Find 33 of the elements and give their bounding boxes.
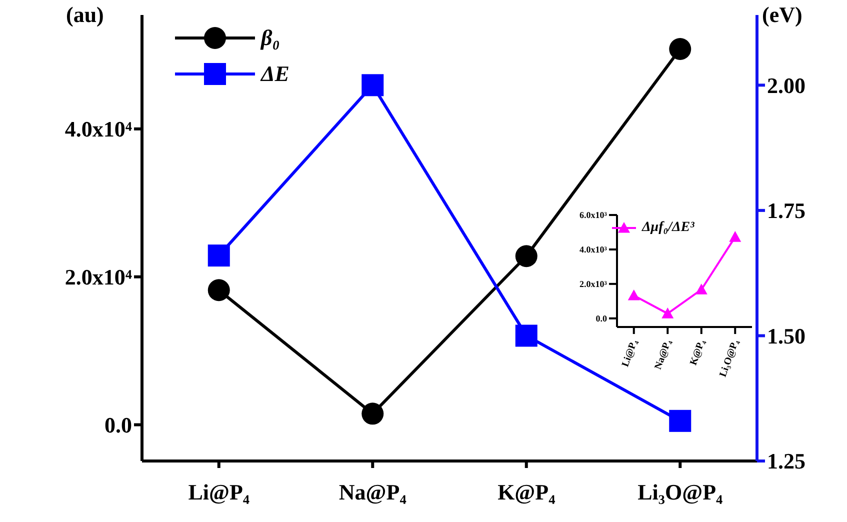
- y-tick-label: 6.0x10³: [580, 210, 608, 220]
- point: [515, 324, 538, 347]
- point: [669, 410, 692, 432]
- point: [208, 279, 230, 302]
- x-tick-label: K@P₄: [688, 338, 708, 367]
- y-tick-label: 0.0: [596, 314, 608, 324]
- legend-label: Δμf₀/ΔE³: [642, 220, 694, 236]
- y2-tick-label: 1.75: [767, 198, 806, 224]
- legend-label: β₀: [261, 25, 280, 51]
- point: [515, 245, 538, 268]
- y-tick-label: 4.0x10⁴: [64, 116, 132, 142]
- x-tick-label: Li@P₄: [188, 480, 250, 505]
- point: [208, 244, 230, 267]
- y-axis-title: (au): [66, 2, 104, 28]
- point: [362, 74, 384, 96]
- point: [628, 289, 640, 300]
- x-tick-label: Na@P₄: [338, 480, 407, 505]
- x-tick-label: K@P₄: [498, 480, 556, 505]
- y-tick-label: 2.0x10³: [580, 279, 608, 290]
- y2-axis-title: (eV): [762, 2, 802, 28]
- point: [729, 231, 742, 242]
- y2-tick-label: 1.50: [767, 323, 806, 348]
- y-tick-label: 2.0x10⁴: [64, 264, 132, 290]
- point: [695, 284, 708, 294]
- y-tick-label: 0.0: [104, 412, 132, 438]
- point: [362, 402, 384, 425]
- legend-label: ΔE: [261, 61, 290, 87]
- x-tick-label: Li₃O@P₄: [638, 480, 724, 505]
- y2-tick-label: 2.00: [767, 72, 806, 98]
- point: [662, 308, 674, 318]
- point: [669, 38, 692, 60]
- y2-tick-label: 1.25: [767, 448, 806, 474]
- y-tick-label: 4.0x10³: [580, 244, 608, 255]
